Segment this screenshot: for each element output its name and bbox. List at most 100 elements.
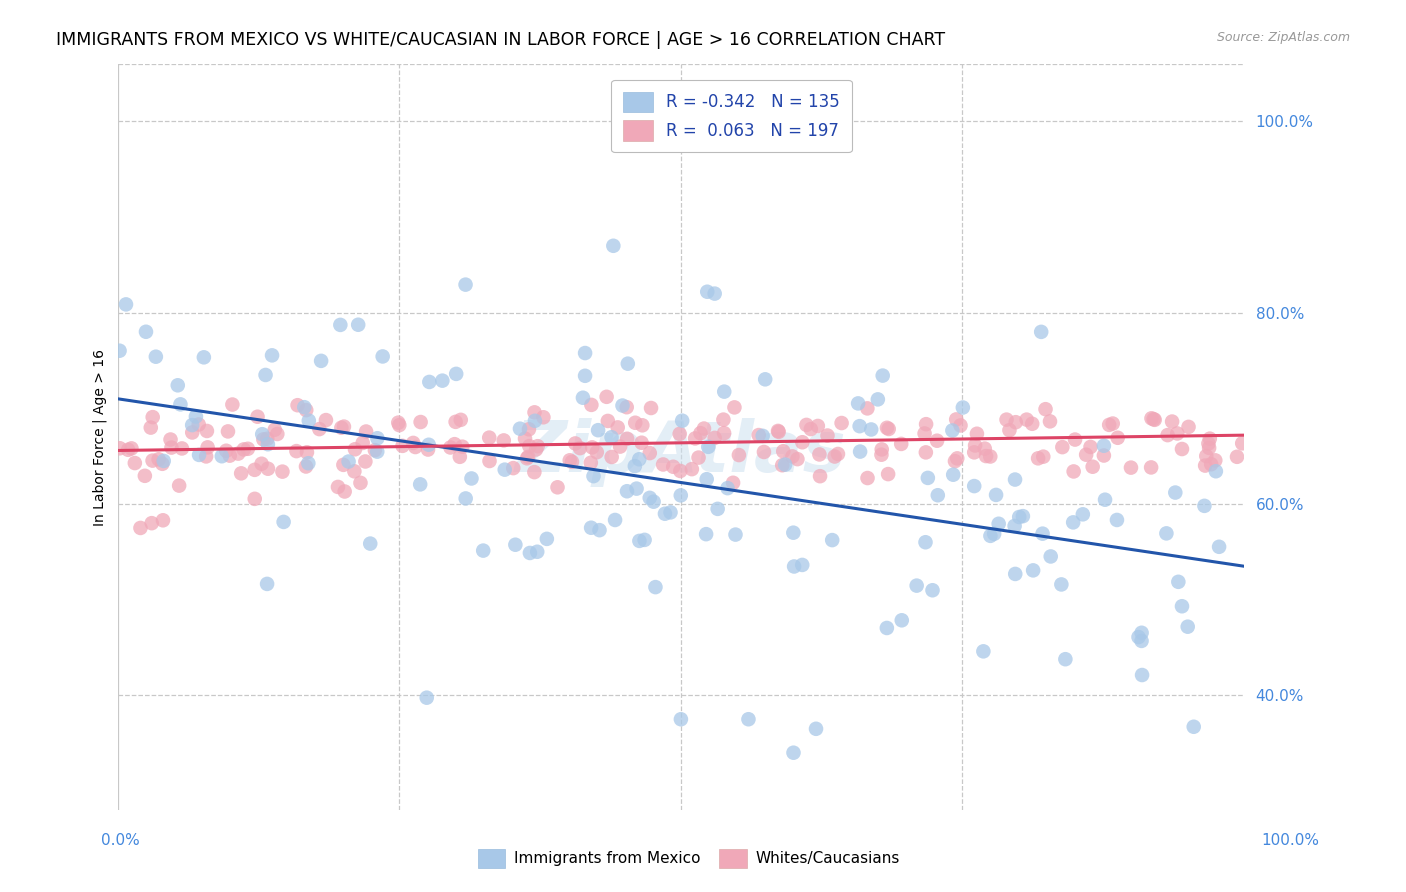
Point bbox=[1080, 440, 1102, 454]
Point bbox=[416, 690, 439, 705]
Point bbox=[876, 421, 898, 435]
Point bbox=[890, 437, 912, 451]
Point bbox=[751, 429, 773, 443]
Point bbox=[1050, 577, 1073, 591]
Point bbox=[1098, 417, 1121, 432]
Point bbox=[669, 712, 692, 726]
Point bbox=[963, 479, 986, 493]
Point bbox=[531, 410, 554, 425]
Point bbox=[824, 450, 846, 464]
Point bbox=[1232, 436, 1254, 450]
Point bbox=[624, 416, 647, 430]
Point bbox=[124, 456, 146, 470]
Point bbox=[821, 533, 844, 547]
Point bbox=[782, 746, 804, 760]
Text: ZipAtlas: ZipAtlas bbox=[515, 417, 846, 486]
Point bbox=[454, 491, 477, 506]
Point bbox=[925, 434, 948, 448]
Point bbox=[1140, 460, 1163, 475]
Point bbox=[187, 417, 209, 432]
Point bbox=[609, 440, 631, 454]
Point bbox=[792, 558, 814, 572]
Point bbox=[585, 445, 607, 459]
Point bbox=[1140, 411, 1163, 425]
Point bbox=[409, 477, 432, 491]
Point bbox=[287, 398, 309, 412]
Point bbox=[574, 368, 596, 383]
Point bbox=[696, 285, 718, 299]
Point bbox=[402, 436, 425, 450]
Point bbox=[418, 438, 440, 452]
Point bbox=[263, 423, 285, 437]
Point bbox=[558, 453, 581, 467]
Point bbox=[232, 442, 254, 457]
Point bbox=[418, 375, 440, 389]
Point bbox=[449, 450, 471, 464]
Point bbox=[1198, 432, 1220, 446]
Point bbox=[160, 441, 183, 455]
Point bbox=[1167, 574, 1189, 589]
Point bbox=[927, 488, 949, 502]
Point bbox=[129, 521, 152, 535]
Point bbox=[1081, 459, 1104, 474]
Point bbox=[243, 463, 266, 477]
Point bbox=[915, 417, 938, 432]
Point bbox=[1092, 439, 1115, 453]
Point bbox=[984, 488, 1007, 502]
Point bbox=[856, 401, 879, 416]
Point bbox=[1156, 526, 1178, 541]
Point bbox=[329, 318, 352, 332]
Point bbox=[624, 459, 647, 474]
Point bbox=[979, 529, 1001, 543]
Point bbox=[236, 442, 259, 456]
Point bbox=[943, 454, 966, 468]
Point bbox=[519, 546, 541, 560]
Point bbox=[108, 442, 131, 456]
Point bbox=[995, 412, 1018, 426]
Point bbox=[121, 442, 143, 456]
Point bbox=[297, 456, 319, 470]
Point bbox=[628, 452, 651, 467]
Point bbox=[1128, 630, 1150, 644]
Point bbox=[1194, 458, 1216, 473]
Point bbox=[807, 419, 830, 434]
Point bbox=[252, 433, 274, 447]
Point bbox=[326, 480, 349, 494]
Point bbox=[669, 464, 692, 478]
Point bbox=[432, 374, 454, 388]
Point bbox=[917, 471, 939, 485]
Point bbox=[782, 525, 804, 540]
Point bbox=[135, 325, 157, 339]
Point bbox=[644, 580, 666, 594]
Point bbox=[371, 350, 394, 364]
Point bbox=[221, 398, 243, 412]
Point bbox=[1171, 599, 1194, 614]
Point bbox=[254, 368, 277, 382]
Point bbox=[693, 421, 716, 435]
Point bbox=[364, 443, 387, 458]
Point bbox=[526, 545, 548, 559]
Point bbox=[772, 444, 794, 458]
Point bbox=[516, 451, 538, 466]
Point bbox=[366, 444, 388, 458]
Point bbox=[1130, 625, 1153, 640]
Point bbox=[1039, 414, 1062, 428]
Text: 0.0%: 0.0% bbox=[101, 833, 141, 847]
Point bbox=[195, 424, 218, 438]
Point bbox=[800, 422, 823, 436]
Point bbox=[1119, 460, 1142, 475]
Point bbox=[1004, 566, 1026, 581]
Point bbox=[139, 420, 162, 434]
Point bbox=[271, 465, 294, 479]
Point bbox=[142, 453, 165, 467]
Point bbox=[1076, 448, 1098, 462]
Point bbox=[536, 532, 558, 546]
Point bbox=[1198, 441, 1220, 455]
Point bbox=[783, 559, 806, 574]
Point bbox=[915, 445, 938, 459]
Point bbox=[1062, 516, 1084, 530]
Legend: Immigrants from Mexico, Whites/Caucasians: Immigrants from Mexico, Whites/Caucasian… bbox=[471, 843, 907, 873]
Point bbox=[1171, 442, 1194, 456]
Point bbox=[524, 442, 547, 457]
Point bbox=[737, 712, 759, 726]
